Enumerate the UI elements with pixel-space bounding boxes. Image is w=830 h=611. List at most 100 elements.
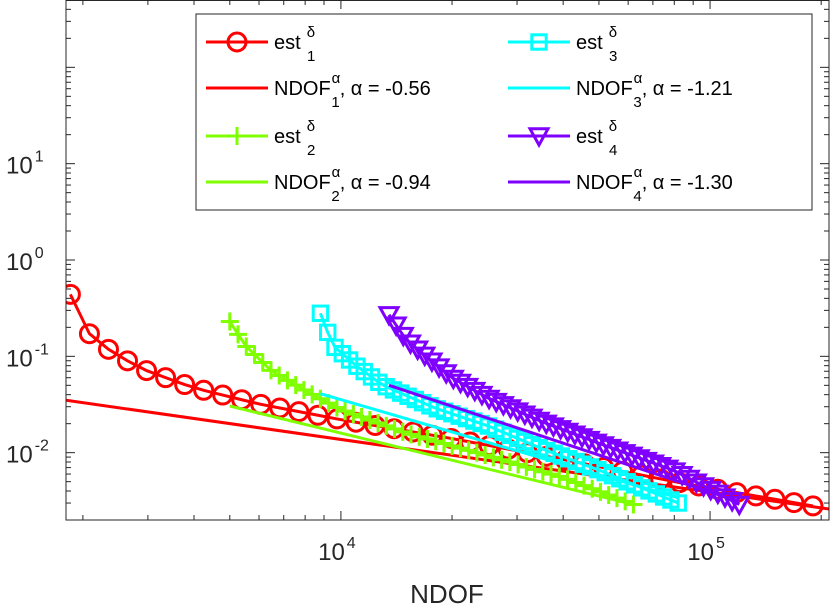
plus-marker-icon bbox=[393, 422, 412, 441]
triangle-down-marker-icon bbox=[727, 495, 751, 517]
circle-marker-icon bbox=[307, 404, 329, 426]
circle-marker-icon bbox=[226, 31, 248, 53]
data-point bbox=[491, 396, 515, 417]
data-point bbox=[606, 441, 630, 463]
data-point bbox=[212, 384, 234, 406]
plus-marker-icon bbox=[344, 405, 363, 424]
plus-marker-icon bbox=[550, 467, 569, 486]
data-point bbox=[97, 338, 119, 360]
plus-marker-icon bbox=[500, 453, 519, 472]
legend-entry-6: NDOFα 3, α = -1.21 bbox=[508, 70, 733, 111]
legend-label: est δ 2 bbox=[274, 118, 315, 159]
legend: est δ 1 NDOFα 1, α = -0.56 est δ 2 NDOFα 2, α = -… bbox=[195, 13, 813, 211]
data-point bbox=[336, 402, 355, 421]
data-point bbox=[136, 360, 158, 382]
plus-marker-icon bbox=[459, 441, 478, 460]
series-5 bbox=[311, 304, 687, 512]
triangle-down-marker-icon bbox=[634, 451, 658, 473]
triangle-down-marker-icon bbox=[491, 396, 515, 417]
plus-marker-icon bbox=[245, 345, 264, 364]
data-point bbox=[550, 467, 569, 486]
data-point bbox=[344, 405, 363, 424]
fit-line bbox=[319, 392, 679, 500]
square-marker-icon bbox=[530, 33, 548, 51]
legend-marker bbox=[530, 33, 548, 51]
plus-marker-icon bbox=[443, 436, 462, 455]
data-point bbox=[245, 345, 264, 364]
data-point bbox=[627, 449, 651, 471]
series-clip-group bbox=[66, 283, 829, 517]
legend-entry-4: NDOFα 2, α = -0.94 bbox=[206, 164, 431, 205]
legend-label: est δ 3 bbox=[576, 24, 617, 65]
data-point bbox=[307, 404, 329, 426]
plus-marker-icon bbox=[294, 380, 313, 399]
data-point bbox=[534, 414, 558, 436]
triangle-down-marker-icon bbox=[527, 127, 551, 149]
plus-marker-icon bbox=[327, 398, 346, 417]
legend-marker bbox=[226, 31, 248, 53]
circle-marker-icon bbox=[288, 401, 310, 423]
plus-marker-icon bbox=[228, 127, 246, 145]
legend-entry-5: est δ 3 bbox=[508, 24, 617, 65]
circle-marker-icon bbox=[193, 379, 215, 401]
plus-marker-icon bbox=[566, 473, 585, 492]
data-point bbox=[229, 325, 248, 344]
legend-label: NDOFα 2, α = -0.94 bbox=[274, 164, 431, 205]
data-point bbox=[418, 429, 437, 448]
y-tick-label: 10 -1 bbox=[6, 341, 49, 372]
plus-marker-icon bbox=[426, 432, 445, 451]
triangle-down-marker-icon bbox=[599, 438, 623, 460]
plus-marker-icon bbox=[336, 402, 355, 421]
triangle-down-marker-icon bbox=[484, 392, 508, 414]
plus-marker-icon bbox=[492, 450, 511, 469]
circle-marker-icon bbox=[136, 360, 158, 382]
data-point bbox=[599, 486, 618, 505]
data-point bbox=[467, 443, 486, 462]
x-tick-label: 10 5 bbox=[687, 535, 725, 566]
data-point bbox=[174, 374, 196, 396]
data-point bbox=[311, 389, 330, 408]
circle-marker-icon bbox=[155, 367, 177, 389]
series-3 bbox=[220, 312, 643, 514]
data-point bbox=[451, 439, 470, 458]
data-point bbox=[360, 411, 379, 430]
data-point bbox=[377, 416, 396, 435]
data-point bbox=[406, 340, 430, 362]
plus-marker-icon bbox=[369, 413, 388, 432]
plus-marker-icon bbox=[352, 408, 371, 427]
triangle-down-marker-icon bbox=[641, 454, 666, 476]
circle-marker-icon bbox=[66, 283, 81, 305]
data-point bbox=[620, 446, 644, 468]
plus-marker-icon bbox=[525, 460, 544, 479]
data-point bbox=[649, 457, 673, 478]
legend-label: est δ 1 bbox=[274, 24, 315, 65]
data-point bbox=[484, 448, 503, 467]
data-point bbox=[492, 450, 511, 469]
plus-marker-icon bbox=[237, 337, 256, 356]
data-point bbox=[527, 411, 551, 433]
data-point bbox=[556, 422, 580, 444]
data-point bbox=[563, 425, 587, 447]
data-point bbox=[549, 420, 573, 441]
data-point bbox=[410, 427, 429, 446]
y-tick-label: 10 -2 bbox=[6, 438, 49, 469]
data-point bbox=[303, 385, 322, 404]
plus-marker-icon bbox=[533, 462, 552, 481]
data-point bbox=[427, 358, 451, 380]
triangle-down-marker-icon bbox=[527, 411, 551, 433]
triangle-down-marker-icon bbox=[498, 399, 523, 421]
data-point bbox=[377, 306, 401, 327]
legend-entry-3: est δ 2 bbox=[206, 118, 315, 159]
y-tick-label: 10 0 bbox=[6, 245, 44, 276]
triangle-down-marker-icon bbox=[477, 389, 501, 411]
data-point bbox=[117, 350, 139, 372]
data-point bbox=[541, 417, 565, 439]
data-point bbox=[533, 462, 552, 481]
data-point bbox=[369, 413, 388, 432]
data-point bbox=[525, 460, 544, 479]
data-point bbox=[558, 470, 577, 489]
triangle-down-marker-icon bbox=[584, 433, 608, 455]
legend-label: NDOFα 3, α = -1.21 bbox=[576, 70, 733, 111]
data-point bbox=[500, 453, 519, 472]
data-point bbox=[220, 312, 239, 331]
